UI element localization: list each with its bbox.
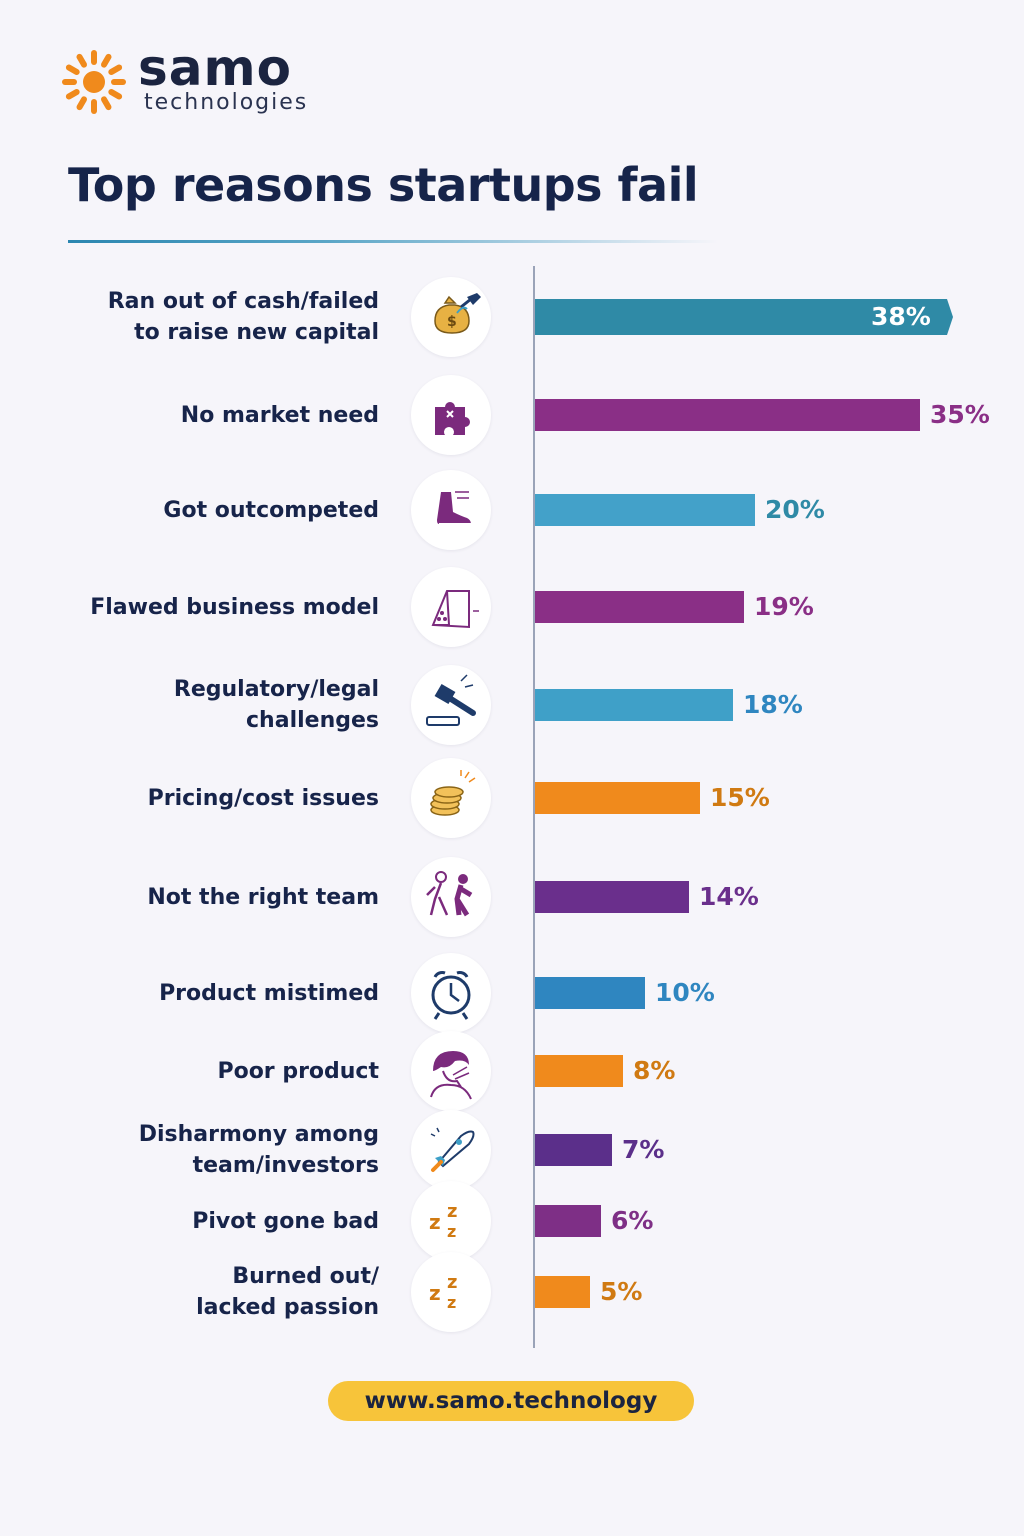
bar (535, 689, 733, 721)
brand-tagline: technologies (144, 90, 309, 115)
bar-value-label: 10% (655, 978, 715, 1007)
running-shoe-icon (437, 491, 473, 525)
svg-text:$: $ (447, 314, 457, 330)
money-bag-icon: $ (434, 293, 481, 334)
category-label: Pivot gone bad (192, 1208, 379, 1234)
svg-text:z: z (447, 1272, 457, 1293)
bar-value-label: 18% (743, 690, 803, 719)
samo-logo: samo technologies (58, 39, 358, 120)
bar-value-label: 8% (633, 1056, 676, 1085)
category-label: Burned out/ lacked passion (196, 1264, 379, 1320)
svg-text:z: z (429, 1210, 441, 1234)
brand-name: samo (138, 39, 292, 97)
svg-text:z: z (447, 1293, 456, 1312)
alarm-clock-icon (431, 971, 471, 1020)
coin-stack-icon (411, 758, 491, 838)
svg-text:z: z (429, 1281, 441, 1305)
bar (535, 1205, 601, 1237)
category-label: No market need (180, 402, 379, 428)
category-label: Got outcompeted (163, 497, 379, 523)
category-label: Product mistimed (159, 980, 379, 1006)
house-of-cards-icon (431, 590, 479, 629)
bar (535, 881, 689, 913)
bar-value-label: 5% (600, 1277, 643, 1306)
rocket-icon (411, 1110, 491, 1190)
bar (535, 494, 755, 526)
category-label: Poor product (217, 1058, 379, 1084)
website-link[interactable]: www.samo.technology (328, 1381, 694, 1421)
team-people-icon (426, 871, 473, 917)
category-label: Pricing/cost issues (147, 785, 379, 811)
bar-value-label: 20% (765, 495, 825, 524)
category-label: Disharmony among team/investors (138, 1122, 379, 1178)
chart-axis-line (533, 266, 535, 1348)
coin-stack-icon (430, 770, 476, 816)
puzzle-piece-icon (435, 402, 470, 435)
puzzle-piece-icon (411, 375, 491, 455)
chart-title: Top reasons startups fail (68, 158, 699, 212)
bar-value-label: 19% (754, 592, 814, 621)
bar (535, 1134, 612, 1166)
category-label: Regulatory/legal challenges (173, 677, 379, 733)
category-label: Ran out of cash/failed to raise new capi… (107, 289, 379, 345)
bar (535, 399, 920, 431)
bar (535, 1276, 590, 1308)
rocket-icon (430, 1127, 475, 1172)
running-shoe-icon (411, 470, 491, 550)
sun-logo-icon (62, 50, 126, 114)
svg-text:z: z (447, 1201, 457, 1222)
gavel-icon (411, 665, 491, 745)
bar-value-label: 38% (871, 302, 931, 331)
bar (535, 977, 645, 1009)
bar-value-label: 15% (710, 783, 770, 812)
alarm-clock-icon (411, 953, 491, 1033)
bar (535, 591, 744, 623)
house-of-cards-icon (411, 567, 491, 647)
frustrated-person-icon (411, 1031, 491, 1111)
frustrated-person-icon (430, 1051, 472, 1100)
bar-value-label: 35% (930, 400, 990, 429)
bar-value-label: 6% (611, 1206, 654, 1235)
category-label: Not the right team (147, 884, 379, 910)
team-people-icon (411, 857, 491, 937)
svg-text:z: z (447, 1222, 456, 1241)
gavel-icon (426, 674, 476, 726)
bar (535, 782, 700, 814)
bar-value-label: 7% (622, 1135, 665, 1164)
bar (535, 299, 953, 335)
title-underline (68, 240, 718, 243)
bar-value-label: 14% (699, 882, 759, 911)
money-bag-icon: $ (411, 277, 491, 357)
bar (535, 1055, 623, 1087)
category-label: Flawed business model (90, 594, 379, 620)
